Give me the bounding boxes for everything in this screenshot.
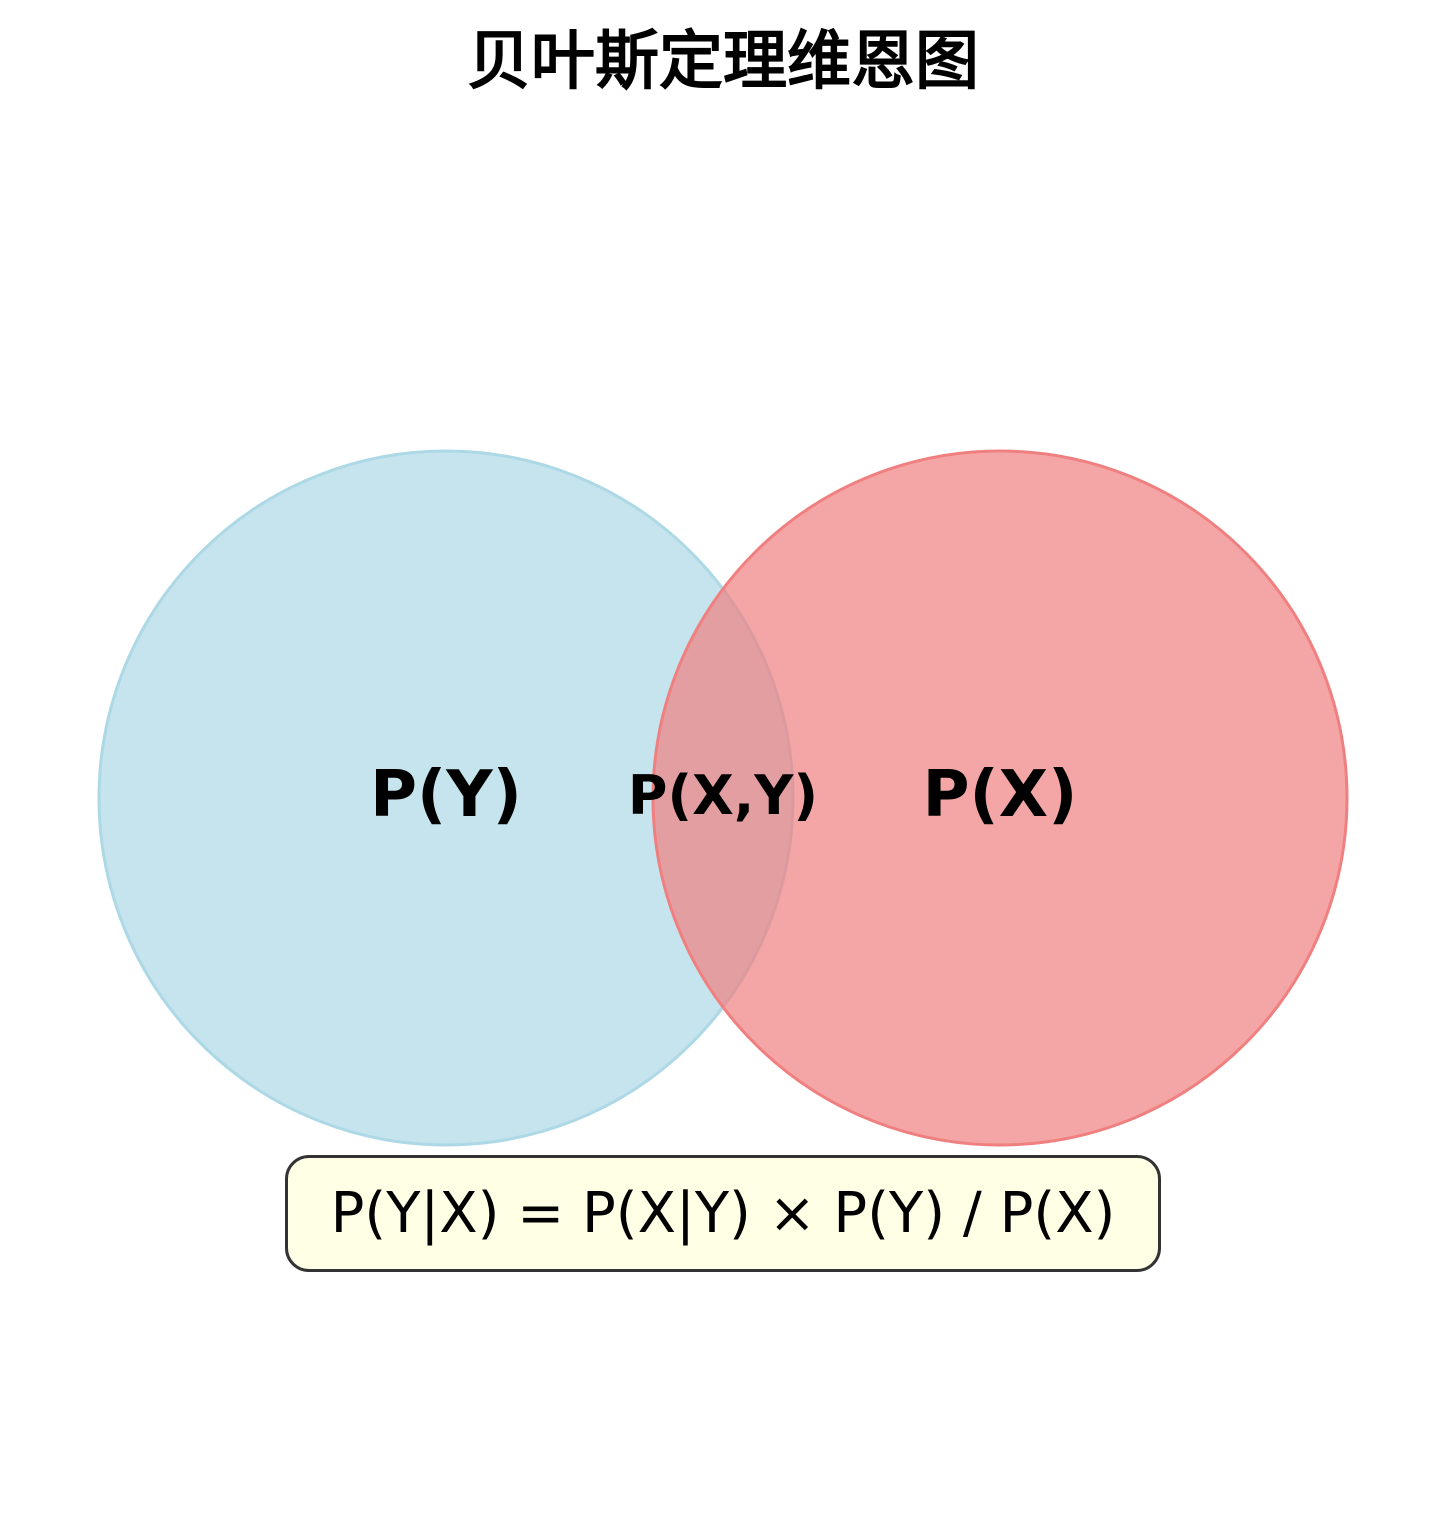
diagram-title: 贝叶斯定理维恩图 [467, 25, 979, 99]
formula-box: P(Y|X) = P(X|Y) × P(Y) / P(X) [285, 1155, 1161, 1272]
bayes-formula: P(Y|X) = P(X|Y) × P(Y) / P(X) [330, 1181, 1116, 1246]
label-p-xy: P(X,Y) [628, 764, 818, 827]
label-p-y: P(Y) [370, 758, 522, 832]
label-p-x: P(X) [923, 758, 1078, 832]
circle-p-x [651, 449, 1349, 1147]
